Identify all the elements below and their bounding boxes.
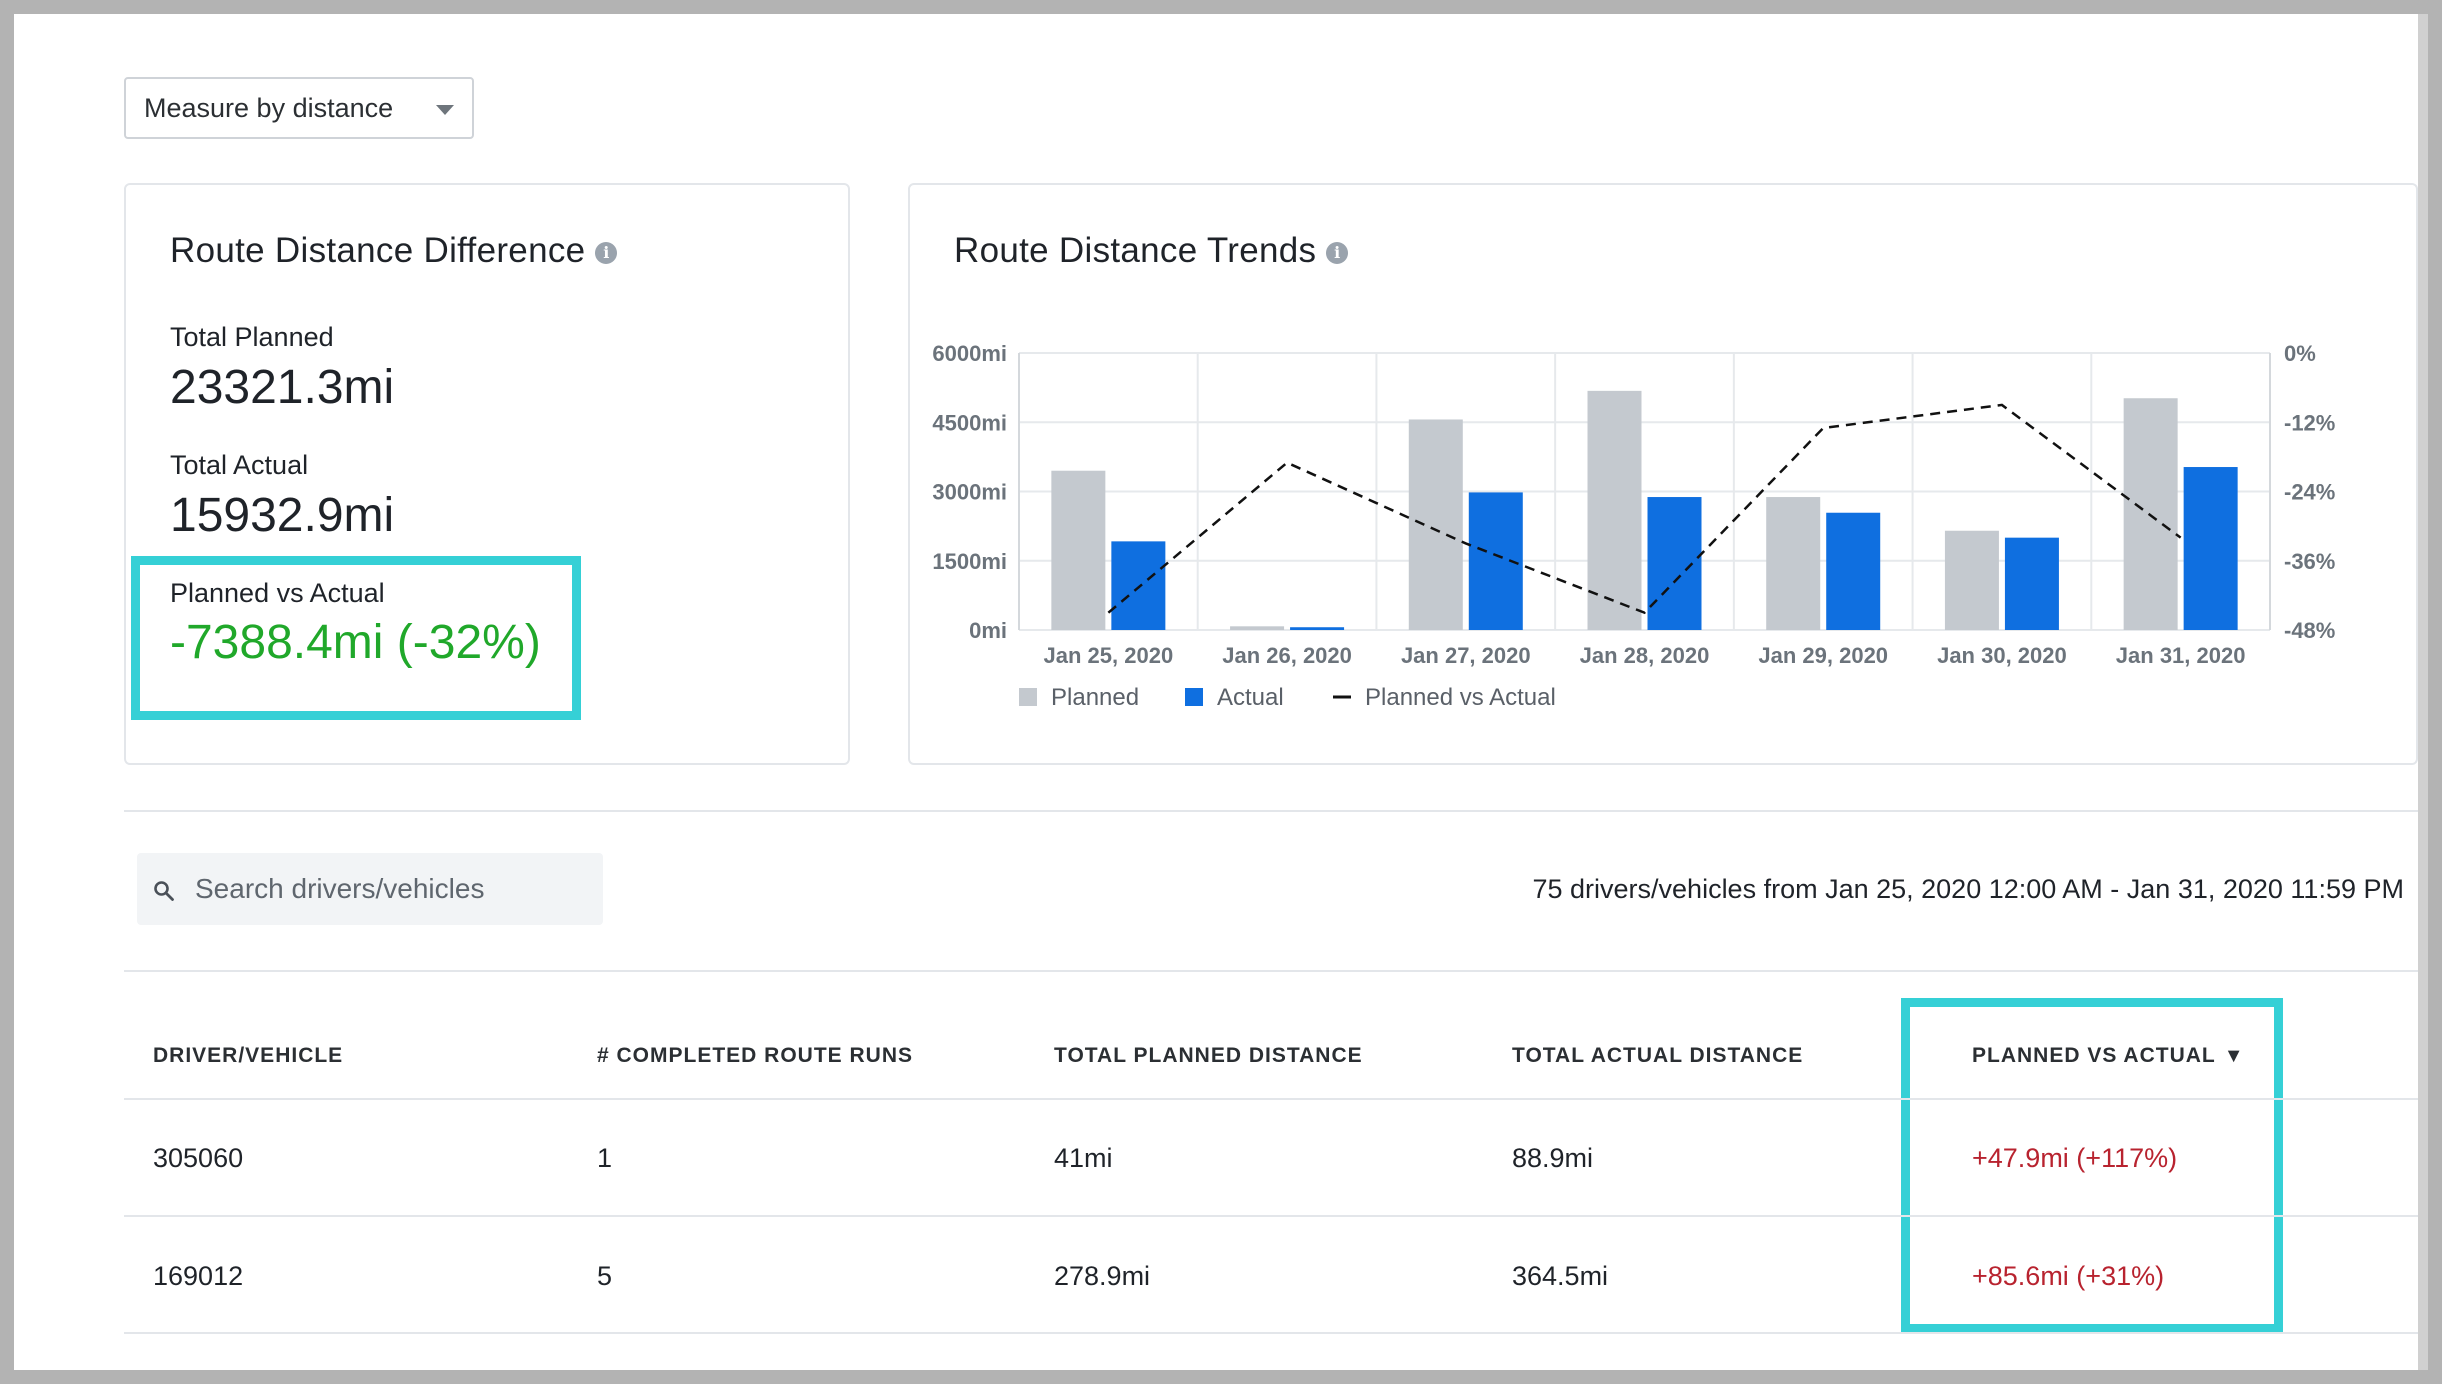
bar-actual: [2183, 467, 2238, 630]
cell-completed-route-runs: 1: [597, 1143, 613, 1173]
measure-dropdown[interactable]: Measure by distance: [124, 77, 474, 139]
right-axis-tick-label: -12%: [2284, 410, 2335, 435]
bar-actual: [1290, 627, 1345, 630]
x-axis-tick-label: Jan 30, 2020: [1937, 643, 2067, 668]
bar-planned: [1408, 419, 1463, 630]
cell-planned-vs-actual: +85.6mi (+31%): [1972, 1261, 2165, 1291]
legend-label-planned-vs-actual: Planned vs Actual: [1365, 684, 1556, 711]
x-axis-tick-label: Jan 26, 2020: [1222, 643, 1352, 668]
planned-vs-actual-label: Planned vs Actual: [170, 578, 385, 608]
legend-swatch-planned: [1019, 688, 1037, 706]
measure-dropdown-label: Measure by distance: [144, 92, 394, 123]
column-header-total-planned-distance[interactable]: TOTAL PLANNED DISTANCE: [1054, 1044, 1363, 1067]
bar-planned: [1766, 497, 1821, 630]
bar-actual: [2004, 537, 2059, 630]
bar-actual: [1647, 497, 1702, 630]
results-summary: 75 drivers/vehicles from Jan 25, 2020 12…: [1532, 874, 2404, 904]
cell-planned-vs-actual: +47.9mi (+117%): [1972, 1143, 2178, 1173]
legend-label-planned: Planned: [1051, 684, 1139, 711]
x-axis-tick-label: Jan 31, 2020: [2116, 643, 2246, 668]
right-axis-tick-label: -48%: [2284, 618, 2335, 643]
left-axis-tick-label: 3000mi: [932, 480, 1007, 505]
bar-actual: [1111, 541, 1166, 630]
table-top-divider: [124, 970, 2418, 972]
route-distance-trends-card: Route Distance Trends i 6000mi 4500mi 3000m…: [908, 183, 2418, 765]
left-axis-tick-label: 1500mi: [932, 549, 1007, 574]
info-icon[interactable]: i: [1326, 241, 1349, 264]
right-axis-tick-label: 0%: [2284, 341, 2316, 366]
cell-driver-vehicle: 305060: [153, 1143, 244, 1173]
left-axis-tick-label: 0mi: [969, 618, 1007, 643]
x-axis-tick-label: Jan 27, 2020: [1401, 643, 1531, 668]
trends-card-title-text: Route Distance Trends: [954, 231, 1317, 270]
table-row-divider: [124, 1332, 2418, 1334]
column-header-driver-vehicle[interactable]: DRIVER/VEHICLE: [153, 1044, 344, 1067]
right-axis-tick-label: -36%: [2284, 549, 2335, 574]
left-axis-tick-label: 4500mi: [932, 410, 1007, 435]
cell-total-actual-distance: 364.5mi: [1512, 1261, 1609, 1291]
column-header-planned-vs-actual-label: PLANNED VS ACTUAL: [1972, 1044, 2216, 1067]
x-axis-tick-label: Jan 29, 2020: [1758, 643, 1888, 668]
search-input[interactable]: [195, 853, 590, 925]
legend-label-actual: Actual: [1217, 684, 1284, 711]
search-icon: [154, 881, 174, 901]
cell-total-planned-distance: 278.9mi: [1054, 1261, 1151, 1291]
info-icon[interactable]: i: [595, 241, 618, 264]
right-axis-tick-label: -24%: [2284, 480, 2335, 505]
bar-planned: [1587, 390, 1642, 630]
bar-planned: [1944, 530, 1999, 630]
bar-planned: [1230, 626, 1285, 630]
scrollbar-track[interactable]: [2418, 14, 2428, 1370]
table-header-divider: [124, 1098, 2418, 1100]
planned-vs-actual-value: -7388.4mi (-32%): [170, 616, 541, 669]
total-planned-value: 23321.3mi: [170, 361, 395, 414]
bar-actual: [1826, 512, 1881, 630]
search-box[interactable]: [137, 853, 603, 925]
column-header-total-actual-distance[interactable]: TOTAL ACTUAL DISTANCE: [1512, 1044, 1804, 1067]
route-distance-trends-chart: 6000mi 4500mi 3000mi 1500mi 0mi 0% -12% -24% -36…: [932, 341, 2335, 711]
route-distance-difference-card: Route Distance Difference i Total Planned…: [124, 183, 850, 765]
cell-total-planned-distance: 41mi: [1054, 1143, 1113, 1173]
chevron-down-icon: [436, 105, 454, 115]
table-row-divider: [124, 1215, 2418, 1217]
x-axis-tick-label: Jan 28, 2020: [1580, 643, 1710, 668]
trends-card-title: Route Distance Trends i: [954, 231, 1349, 271]
difference-card-title-text: Route Distance Difference: [170, 231, 586, 270]
cell-completed-route-runs: 5: [597, 1261, 613, 1291]
cell-total-actual-distance: 88.9mi: [1512, 1143, 1594, 1173]
cell-driver-vehicle: 169012: [153, 1261, 244, 1291]
legend-swatch-actual: [1185, 688, 1203, 706]
difference-card-title: Route Distance Difference i: [170, 231, 618, 271]
x-axis-tick-label: Jan 25, 2020: [1044, 643, 1174, 668]
bar-planned: [1051, 470, 1106, 630]
column-header-planned-vs-actual[interactable]: PLANNED VS ACTUAL ▼: [1972, 1044, 2245, 1068]
line-planned-vs-actual: [1107, 403, 2182, 615]
total-actual-value: 15932.9mi: [170, 489, 395, 542]
total-actual-label: Total Actual: [170, 450, 309, 480]
column-header-completed-route-runs[interactable]: # COMPLETED ROUTE RUNS: [597, 1044, 914, 1067]
sort-descending-icon: ▼: [2223, 1045, 2245, 1067]
section-divider: [124, 810, 2418, 812]
total-planned-label: Total Planned: [170, 322, 334, 352]
left-axis-tick-label: 6000mi: [932, 341, 1007, 366]
